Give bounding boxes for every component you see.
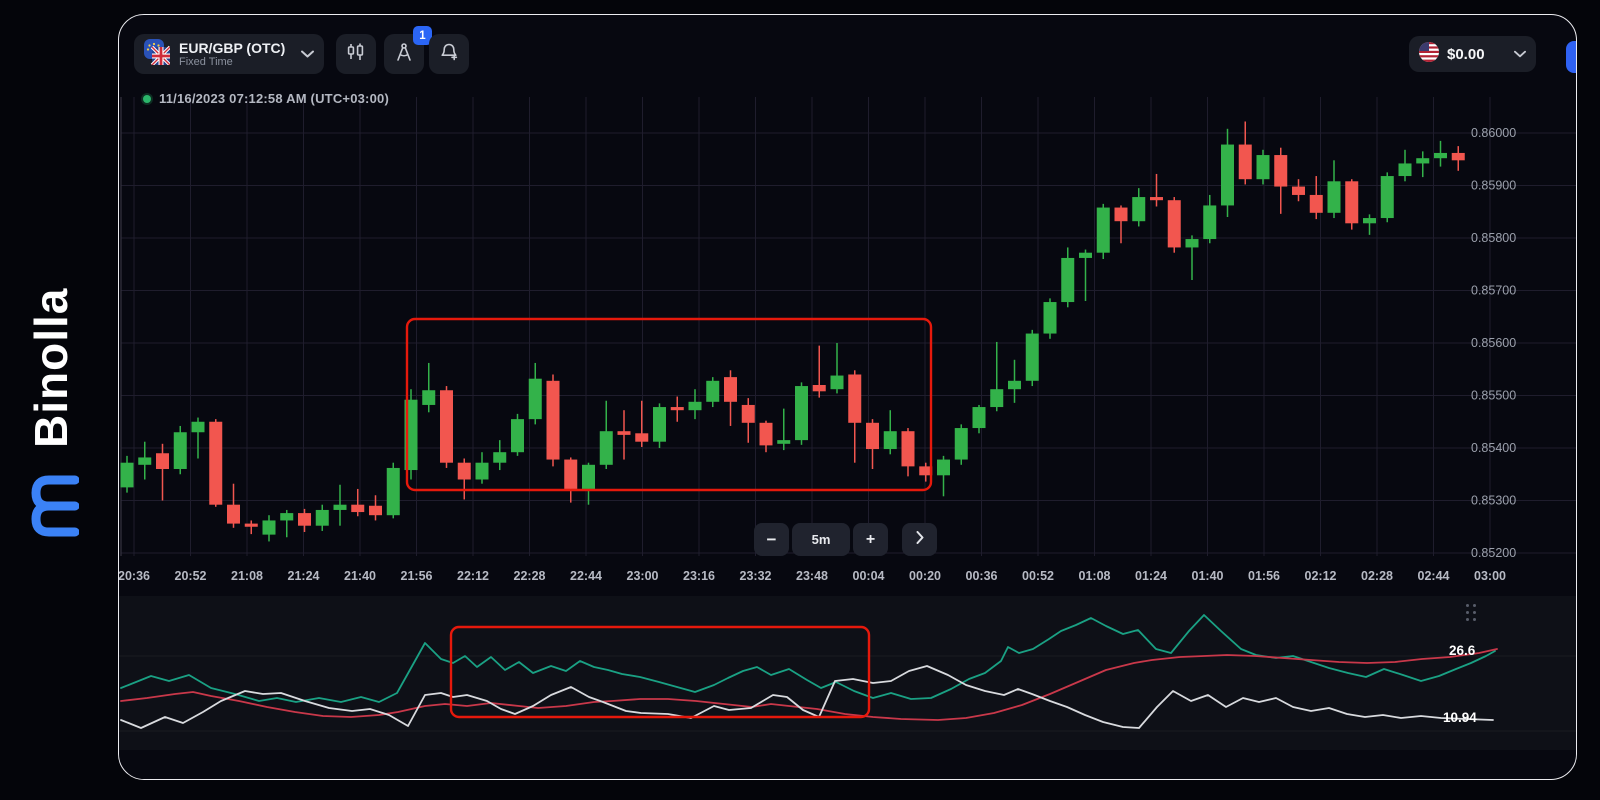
chevron-right-icon xyxy=(916,530,924,549)
svg-text:23:32: 23:32 xyxy=(740,569,772,583)
compass-icon xyxy=(394,42,414,67)
svg-text:00:36: 00:36 xyxy=(966,569,998,583)
svg-text:0.85500: 0.85500 xyxy=(1471,389,1516,403)
asset-mode-label: Fixed Time xyxy=(179,55,233,68)
svg-text:23:48: 23:48 xyxy=(796,569,828,583)
eur-gbp-flag-icon xyxy=(144,38,172,70)
svg-text:20:36: 20:36 xyxy=(119,569,150,583)
svg-text:00:20: 00:20 xyxy=(909,569,941,583)
asset-pair-label: EUR/GBP (OTC) xyxy=(179,39,286,56)
timestamp-label: 11/16/2023 07:12:58 AM (UTC+03:00) xyxy=(159,91,389,106)
svg-text:21:08: 21:08 xyxy=(231,569,263,583)
drawing-tools-button[interactable]: 1 xyxy=(384,26,432,74)
svg-text:20:52: 20:52 xyxy=(175,569,207,583)
indicator-drag-handle-icon[interactable] xyxy=(1466,604,1476,621)
svg-text:0.85900: 0.85900 xyxy=(1471,179,1516,193)
chart-type-button[interactable] xyxy=(336,34,376,74)
svg-text:02:28: 02:28 xyxy=(1361,569,1393,583)
svg-text:23:00: 23:00 xyxy=(627,569,659,583)
us-flag-icon xyxy=(1419,41,1439,67)
svg-text:02:44: 02:44 xyxy=(1418,569,1450,583)
brand-logo-icon xyxy=(16,466,92,542)
svg-text:0.85600: 0.85600 xyxy=(1471,336,1516,350)
balance-amount: $0.00 xyxy=(1447,45,1485,63)
scroll-forward-button[interactable] xyxy=(902,523,937,556)
svg-text:00:04: 00:04 xyxy=(853,569,885,583)
alerts-button[interactable] xyxy=(429,34,469,74)
svg-text:0.86000: 0.86000 xyxy=(1471,126,1516,140)
svg-text:01:40: 01:40 xyxy=(1192,569,1224,583)
price-axis-labels: 0.86000 0.85900 0.85800 0.85700 0.85600 0.855… xyxy=(1471,126,1516,560)
drawing-tools-badge: 1 xyxy=(413,26,432,45)
candlestick-layer xyxy=(120,121,1465,542)
svg-text:01:08: 01:08 xyxy=(1079,569,1111,583)
trading-panel: 0.86000 0.85900 0.85800 0.85700 0.85600 0.855… xyxy=(118,14,1577,780)
svg-text:22:44: 22:44 xyxy=(570,569,602,583)
time-axis-labels: 20:36 20:52 21:08 21:24 21:40 21:56 22:12 22:28… xyxy=(119,569,1506,583)
svg-text:22:28: 22:28 xyxy=(514,569,546,583)
chevron-down-icon xyxy=(301,45,314,63)
svg-text:0.85800: 0.85800 xyxy=(1471,231,1516,245)
svg-text:03:00: 03:00 xyxy=(1474,569,1506,583)
timeframe-increase-button[interactable]: + xyxy=(853,523,888,556)
svg-text:00:52: 00:52 xyxy=(1022,569,1054,583)
indicator-panel-background xyxy=(119,596,1576,750)
svg-text:0.85700: 0.85700 xyxy=(1471,284,1516,298)
timeframe-current[interactable]: 5m xyxy=(792,523,850,556)
chevron-down-icon xyxy=(1514,45,1526,63)
svg-text:21:24: 21:24 xyxy=(288,569,320,583)
svg-text:22:12: 22:12 xyxy=(457,569,489,583)
live-status-dot xyxy=(143,94,151,103)
svg-text:0.85400: 0.85400 xyxy=(1471,441,1516,455)
balance-selector[interactable]: $0.00 xyxy=(1409,36,1536,72)
brand-wordmark: Binolla xyxy=(25,287,77,448)
svg-text:21:56: 21:56 xyxy=(401,569,433,583)
svg-text:23:16: 23:16 xyxy=(683,569,715,583)
asset-selector[interactable]: EUR/GBP (OTC) Fixed Time xyxy=(134,34,324,74)
svg-text:0.85200: 0.85200 xyxy=(1471,546,1516,560)
svg-text:01:24: 01:24 xyxy=(1135,569,1167,583)
timeframe-decrease-button[interactable]: − xyxy=(754,523,789,556)
bell-plus-icon xyxy=(439,42,459,67)
candlestick-chart-icon xyxy=(346,42,366,67)
side-panel-toggle[interactable] xyxy=(1566,41,1576,73)
svg-text:21:40: 21:40 xyxy=(344,569,376,583)
svg-text:01:56: 01:56 xyxy=(1248,569,1280,583)
chart-gridlines xyxy=(121,97,1576,556)
svg-text:02:12: 02:12 xyxy=(1305,569,1337,583)
session-timestamp: 11/16/2023 07:12:58 AM (UTC+03:00) xyxy=(143,91,389,106)
svg-text:0.85300: 0.85300 xyxy=(1471,494,1516,508)
